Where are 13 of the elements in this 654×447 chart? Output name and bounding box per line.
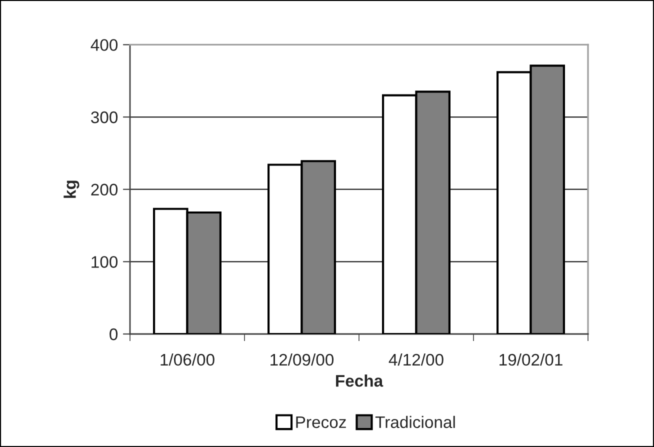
y-tick-label: 300	[91, 111, 118, 124]
y-tick-label: 200	[91, 184, 118, 196]
y-tick-label: 0	[110, 328, 118, 340]
x-axis-title: Fecha	[336, 374, 384, 387]
x-tick-label: 4/12/00	[388, 353, 444, 366]
y-tick-label: 400	[90, 39, 118, 51]
y-tick-label: 100	[92, 256, 118, 268]
y-axis-title: kg	[64, 180, 80, 198]
x-tick-label: 12/09/00	[270, 353, 334, 366]
x-tick-label: 19/02/01	[500, 353, 562, 366]
x-tick-label: 1/06/00	[160, 353, 214, 366]
legend-label: Precoz	[296, 416, 346, 428]
legend-label: Tradicional	[375, 416, 455, 428]
